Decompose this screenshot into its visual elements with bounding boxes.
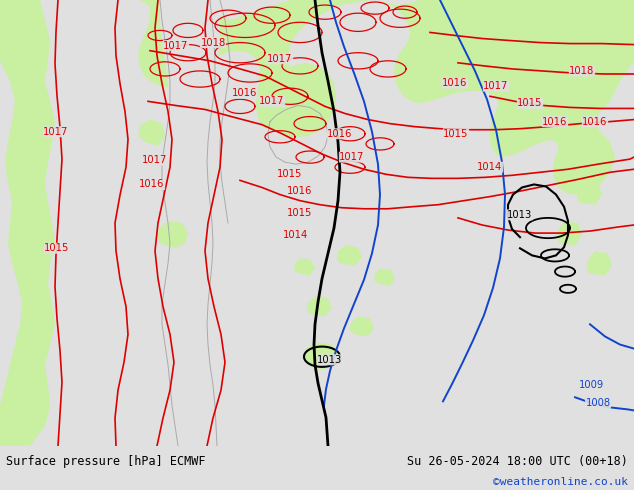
Text: 1017: 1017: [43, 127, 68, 137]
Polygon shape: [374, 269, 395, 286]
Polygon shape: [0, 0, 55, 446]
Polygon shape: [350, 316, 374, 337]
Text: 1017: 1017: [339, 152, 365, 162]
Polygon shape: [330, 147, 408, 199]
Text: ©weatheronline.co.uk: ©weatheronline.co.uk: [493, 477, 628, 487]
Text: 1015: 1015: [443, 129, 469, 139]
Text: 1015: 1015: [277, 170, 302, 179]
Text: 1016: 1016: [443, 78, 468, 88]
Polygon shape: [157, 221, 188, 248]
Polygon shape: [307, 296, 332, 316]
Text: 1016: 1016: [232, 88, 257, 98]
Polygon shape: [587, 251, 612, 276]
Text: 1014: 1014: [477, 162, 503, 172]
Polygon shape: [294, 258, 315, 276]
Text: 1015: 1015: [287, 208, 313, 218]
Text: 1016: 1016: [542, 117, 567, 126]
Polygon shape: [557, 221, 582, 245]
Text: 1017: 1017: [483, 81, 508, 91]
Text: 1014: 1014: [283, 230, 309, 240]
Text: 1016: 1016: [139, 179, 165, 190]
Text: 1018: 1018: [200, 38, 226, 48]
Text: 1013: 1013: [507, 210, 533, 220]
Polygon shape: [303, 343, 338, 370]
Text: 1015: 1015: [517, 98, 543, 108]
Text: 1016: 1016: [582, 117, 607, 126]
Polygon shape: [138, 120, 165, 146]
Text: Surface pressure [hPa] ECMWF: Surface pressure [hPa] ECMWF: [6, 455, 206, 468]
Text: 1016: 1016: [287, 186, 313, 196]
Text: 1017: 1017: [142, 155, 167, 165]
Text: 1017: 1017: [268, 54, 293, 64]
Polygon shape: [100, 0, 634, 195]
Text: 1017: 1017: [164, 41, 189, 50]
Text: 1018: 1018: [569, 66, 595, 76]
Text: 1016: 1016: [327, 129, 353, 139]
Polygon shape: [160, 0, 220, 446]
Text: 1017: 1017: [259, 97, 285, 106]
Polygon shape: [577, 180, 602, 205]
Text: 1015: 1015: [44, 244, 70, 253]
Text: 1009: 1009: [579, 380, 605, 390]
Text: 1008: 1008: [585, 398, 611, 408]
Polygon shape: [268, 63, 336, 137]
Text: Su 26-05-2024 18:00 UTC (00+18): Su 26-05-2024 18:00 UTC (00+18): [407, 455, 628, 468]
Text: 1013: 1013: [318, 355, 342, 365]
Polygon shape: [337, 245, 362, 266]
